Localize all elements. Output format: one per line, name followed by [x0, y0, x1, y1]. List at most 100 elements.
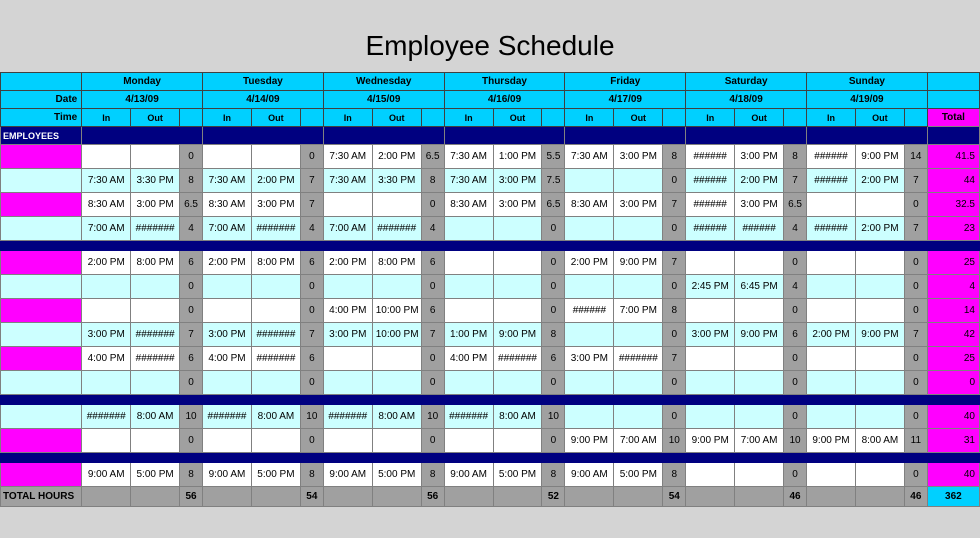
- in-13-2: [323, 429, 372, 453]
- row-total-2: 32.5: [927, 193, 979, 217]
- out-1-6: 2:00 PM: [855, 169, 904, 193]
- in-8-1: 3:00 PM: [203, 323, 252, 347]
- out-15-6: [855, 463, 904, 487]
- out-2-0: 3:00 PM: [131, 193, 180, 217]
- hrs-7-3: 0: [542, 299, 565, 323]
- hrs-7-5: 0: [784, 299, 807, 323]
- out-8-0: #######: [131, 323, 180, 347]
- hrs-2-5: 6.5: [784, 193, 807, 217]
- day-header-0: Monday: [82, 73, 203, 91]
- out-15-4: 5:00 PM: [614, 463, 663, 487]
- out-10-2: [372, 371, 421, 395]
- out-7-4: 7:00 PM: [614, 299, 663, 323]
- out-7-3: [493, 299, 542, 323]
- day-header-1: Tuesday: [203, 73, 324, 91]
- out-6-3: [493, 275, 542, 299]
- in-2-5: ######: [686, 193, 735, 217]
- row-total-9: 25: [927, 347, 979, 371]
- hrs-0-5: 8: [784, 145, 807, 169]
- in-6-6: [807, 275, 856, 299]
- out-5-4: 9:00 PM: [614, 251, 663, 275]
- out-8-1: #######: [251, 323, 300, 347]
- in-7-0: [82, 299, 131, 323]
- hrs-15-5: 0: [784, 463, 807, 487]
- employee-row-13: 00009:00 PM7:00 AM109:00 PM7:00 AM109:00…: [1, 429, 980, 453]
- emp-name-9: [1, 347, 82, 371]
- in-5-0: 2:00 PM: [82, 251, 131, 275]
- in-9-0: 4:00 PM: [82, 347, 131, 371]
- corner-r: [927, 73, 979, 91]
- out-13-3: [493, 429, 542, 453]
- hrs-5-3: 0: [542, 251, 565, 275]
- row-total-8: 42: [927, 323, 979, 347]
- out-12-6: [855, 405, 904, 429]
- day-total-2: 56: [421, 487, 444, 507]
- hrs-10-4: 0: [663, 371, 686, 395]
- emp-name-0: [1, 145, 82, 169]
- hrs-0-0: 0: [180, 145, 203, 169]
- row-total-15: 40: [927, 463, 979, 487]
- time-label: Time: [1, 109, 82, 127]
- day-header-4: Friday: [565, 73, 686, 91]
- out-1-1: 2:00 PM: [251, 169, 300, 193]
- in-1-5: ######: [686, 169, 735, 193]
- out-6-6: [855, 275, 904, 299]
- in-5-4: 2:00 PM: [565, 251, 614, 275]
- emp-name-2: [1, 193, 82, 217]
- hrs-9-6: 0: [904, 347, 927, 371]
- hrs-6-1: 0: [300, 275, 323, 299]
- hrs-12-2: 10: [421, 405, 444, 429]
- out-5-6: [855, 251, 904, 275]
- out-10-0: [131, 371, 180, 395]
- in-12-3: #######: [444, 405, 493, 429]
- hrs-13-4: 10: [663, 429, 686, 453]
- out-12-5: [735, 405, 784, 429]
- page-title: Employee Schedule: [0, 0, 980, 72]
- out-hdr-1: Out: [251, 109, 300, 127]
- out-13-0: [131, 429, 180, 453]
- in-12-6: [807, 405, 856, 429]
- hrs-3-2: 4: [421, 217, 444, 241]
- in-hdr-1: In: [203, 109, 252, 127]
- out-5-0: 8:00 PM: [131, 251, 180, 275]
- day-header-2: Wednesday: [323, 73, 444, 91]
- hrs-15-4: 8: [663, 463, 686, 487]
- out-7-5: [735, 299, 784, 323]
- out-5-2: 8:00 PM: [372, 251, 421, 275]
- in-hdr-4: In: [565, 109, 614, 127]
- out-8-6: 9:00 PM: [855, 323, 904, 347]
- employee-row-3: 7:00 AM#######47:00 AM#######47:00 AM###…: [1, 217, 980, 241]
- hrs-13-2: 0: [421, 429, 444, 453]
- hrs-8-3: 8: [542, 323, 565, 347]
- in-0-4: 7:30 AM: [565, 145, 614, 169]
- hrs-5-2: 6: [421, 251, 444, 275]
- out-6-5: 6:45 PM: [735, 275, 784, 299]
- out-13-2: [372, 429, 421, 453]
- hrs-10-6: 0: [904, 371, 927, 395]
- separator-row: [1, 395, 980, 405]
- hrs-3-5: 4: [784, 217, 807, 241]
- in-hdr-5: In: [686, 109, 735, 127]
- in-10-4: [565, 371, 614, 395]
- hrs-5-1: 6: [300, 251, 323, 275]
- hrs-1-4: 0: [663, 169, 686, 193]
- in-1-0: 7:30 AM: [82, 169, 131, 193]
- in-8-2: 3:00 PM: [323, 323, 372, 347]
- hrs-10-5: 0: [784, 371, 807, 395]
- in-2-0: 8:30 AM: [82, 193, 131, 217]
- in-1-3: 7:30 AM: [444, 169, 493, 193]
- in-1-2: 7:30 AM: [323, 169, 372, 193]
- in-8-0: 3:00 PM: [82, 323, 131, 347]
- in-1-1: 7:30 AM: [203, 169, 252, 193]
- in-9-4: 3:00 PM: [565, 347, 614, 371]
- hrs-8-6: 7: [904, 323, 927, 347]
- in-13-1: [203, 429, 252, 453]
- out-2-3: 3:00 PM: [493, 193, 542, 217]
- hrs-8-5: 6: [784, 323, 807, 347]
- out-15-1: 5:00 PM: [251, 463, 300, 487]
- out-1-5: 2:00 PM: [735, 169, 784, 193]
- out-2-5: 3:00 PM: [735, 193, 784, 217]
- day-total-4: 54: [663, 487, 686, 507]
- day-total-1: 54: [300, 487, 323, 507]
- hrs-1-2: 8: [421, 169, 444, 193]
